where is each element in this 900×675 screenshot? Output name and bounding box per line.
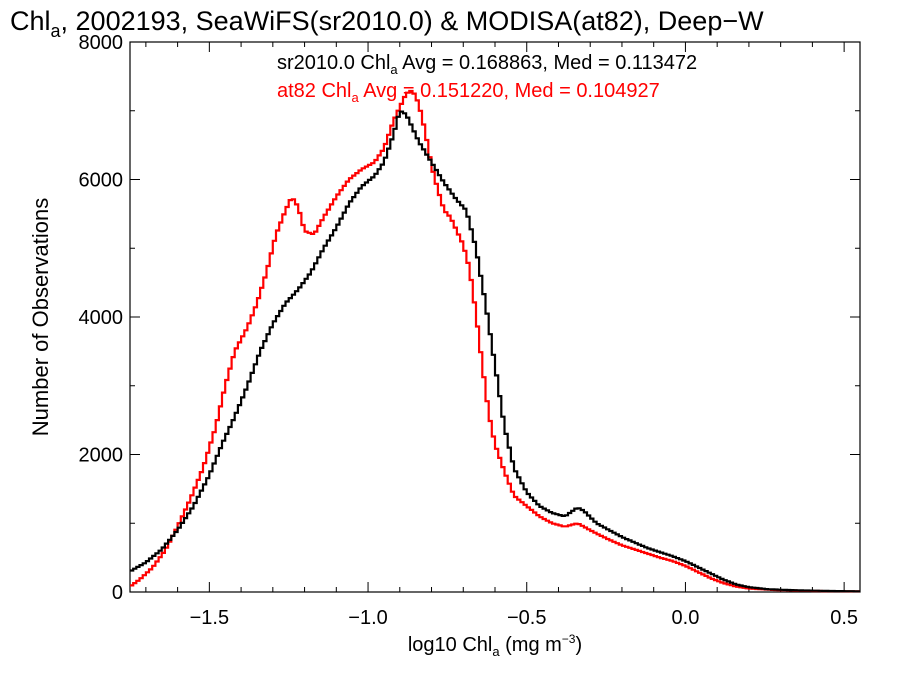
y-tick-label: 8000 xyxy=(79,32,124,54)
y-tick-label: 2000 xyxy=(79,445,124,467)
legend-entry-at82: at82 Chla Avg = 0.151220, Med = 0.104927 xyxy=(277,80,660,105)
x-tick-label: −0.5 xyxy=(507,607,546,629)
y-tick-label: 4000 xyxy=(79,307,124,329)
plot-frame xyxy=(129,41,861,593)
y-tick-labels: 0 2000 4000 6000 8000 xyxy=(79,32,124,604)
y-tick-label: 0 xyxy=(112,582,123,604)
x-tick-label: −1.0 xyxy=(348,607,387,629)
x-axis-label: log10 Chla (mg m−3) xyxy=(408,632,582,659)
x-tick-label: −1.5 xyxy=(190,607,229,629)
x-tick-label: 0.0 xyxy=(672,607,700,629)
series-line-at82 xyxy=(130,89,860,593)
chart-title: Chla, 2002193, SeaWiFS(sr2010.0) & MODIS… xyxy=(10,6,764,41)
legend-entry-sr2010: sr2010.0 Chla Avg = 0.168863, Med = 0.11… xyxy=(277,52,697,77)
series-line-sr2010.0 xyxy=(130,110,860,593)
y-axis-label: Number of Observations xyxy=(28,198,53,436)
x-tick-label: 0.5 xyxy=(830,607,858,629)
y-tick-label: 6000 xyxy=(79,170,124,192)
axis-ticks xyxy=(130,41,860,593)
series-layer xyxy=(130,89,860,593)
x-tick-labels: −1.5 −1.0 −0.5 0.0 0.5 xyxy=(190,607,858,629)
